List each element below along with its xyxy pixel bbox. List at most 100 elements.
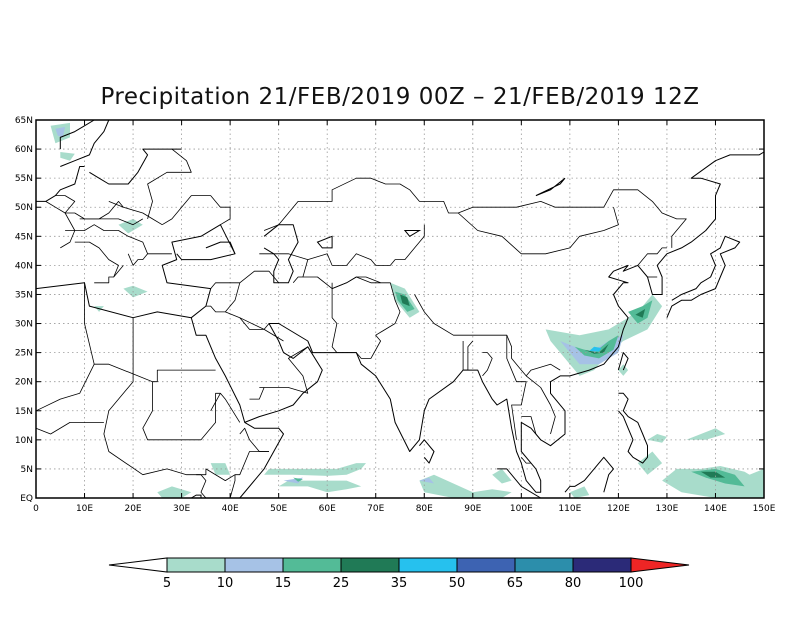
precip-area-indian-ocean-c (419, 474, 512, 498)
precip-area-indian-ocean-w4 (293, 477, 303, 482)
lon-tick-label: 90E (464, 504, 481, 514)
lon-tick-label: 70E (367, 504, 384, 514)
lat-tick-label: 5N (21, 465, 33, 475)
country-border (127, 253, 148, 266)
country-border (210, 392, 241, 423)
lat-tick-label: 35N (15, 290, 33, 300)
colorbar-level-label: 10 (217, 576, 234, 591)
precip-area-indian-ocean-w (264, 463, 366, 476)
colorbar-segment (572, 557, 632, 573)
country-border (482, 352, 493, 377)
lon-tick-label: 100E (510, 504, 533, 514)
lon-tick-label: 50E (270, 504, 287, 514)
precip-area-pacific-1 (647, 434, 667, 443)
lon-tick-label: 40E (222, 504, 239, 514)
country-border (263, 177, 687, 248)
country-border (331, 276, 401, 359)
colorbar-segment (514, 557, 574, 573)
colorbar-level-label: 65 (507, 576, 524, 591)
country-border (506, 335, 527, 440)
precip-area-somalia (210, 463, 231, 475)
coastline (263, 224, 299, 284)
coastline (617, 352, 629, 371)
lon-tick-label: 10E (76, 504, 93, 514)
lake-outline (316, 235, 333, 249)
lon-tick-label: 130E (655, 504, 678, 514)
country-border (65, 224, 172, 255)
precip-area-pacific-3c (700, 471, 726, 478)
coastline (419, 439, 435, 464)
precip-area-indian-ocean-w2 (278, 480, 362, 493)
coastline (59, 119, 95, 150)
precip-area-borneo-n (569, 486, 590, 498)
country-border (74, 241, 119, 278)
lon-tick-label: 120E (607, 504, 630, 514)
lon-tick-label: 110E (558, 504, 581, 514)
coastline (60, 119, 110, 167)
coastline (618, 392, 648, 464)
country-border (142, 381, 221, 441)
country-border (196, 474, 207, 499)
country-border (35, 421, 104, 435)
lat-tick-label: EQ (20, 494, 33, 504)
chart-title: Precipitation 21/FEB/2019 00Z – 21/FEB/2… (100, 84, 700, 110)
country-border (108, 201, 163, 226)
colorbar-segment (398, 557, 458, 573)
precip-area-kashmir-core (400, 294, 410, 307)
precip-area-east-africa (157, 486, 192, 498)
country-border (35, 364, 95, 412)
precip-area-black-sea (123, 285, 148, 298)
country-border (414, 294, 561, 377)
precip-area-philippines-e (637, 451, 663, 475)
country-border (259, 253, 309, 278)
colorbar-segment (282, 557, 342, 573)
colorbar-upper-triangle (630, 557, 690, 573)
coastline (89, 148, 182, 185)
lon-tick-label: 20E (124, 504, 141, 514)
country-border (525, 375, 556, 435)
colorbar-lower-triangle (108, 557, 168, 573)
colorbar-segment (340, 557, 400, 573)
country-border (205, 305, 270, 330)
lat-tick-label: 60N (15, 145, 33, 155)
lat-tick-label: 50N (15, 203, 33, 213)
country-border (307, 224, 425, 266)
country-border (229, 474, 236, 499)
coastline (205, 241, 236, 254)
precip-area-china-south-5 (589, 346, 602, 352)
lon-tick-label: 60E (319, 504, 336, 514)
country-border (259, 346, 309, 394)
country-border (55, 195, 76, 249)
lat-tick-label: 40N (15, 261, 33, 271)
lat-tick-label: 20N (15, 378, 33, 388)
lon-tick-label: 140E (704, 504, 727, 514)
country-border (520, 457, 531, 464)
lon-tick-label: 150E (753, 504, 776, 514)
country-border (239, 427, 269, 452)
colorbar-level-label: 80 (565, 576, 582, 591)
country-border (239, 317, 284, 342)
colorbar: 5 10 15 25 35 50 65 80 100 (108, 557, 690, 591)
country-border (637, 247, 667, 266)
country-border (94, 265, 124, 284)
coastline (244, 151, 765, 493)
colorbar-level-label: 35 (391, 576, 408, 591)
precip-area-china-south-4 (584, 343, 609, 354)
precip-area-png (749, 468, 764, 487)
lat-tick-label: 25N (15, 349, 33, 359)
precip-area-pacific-2 (686, 428, 726, 440)
coastline (35, 224, 236, 319)
lat-lon-grid (36, 120, 764, 498)
country-border (249, 387, 265, 400)
country-border (147, 148, 192, 220)
precip-area-indian-ocean-c2 (419, 477, 434, 484)
lat-tick-label: 45N (15, 232, 33, 242)
country-border (457, 207, 619, 255)
colorbar-level-label: 100 (619, 576, 644, 591)
lat-tick-label: 10N (15, 436, 33, 446)
colorbar-segment (224, 557, 284, 573)
country-border (84, 282, 216, 383)
lat-tick-label: 15N (15, 407, 33, 417)
country-border (462, 340, 474, 371)
